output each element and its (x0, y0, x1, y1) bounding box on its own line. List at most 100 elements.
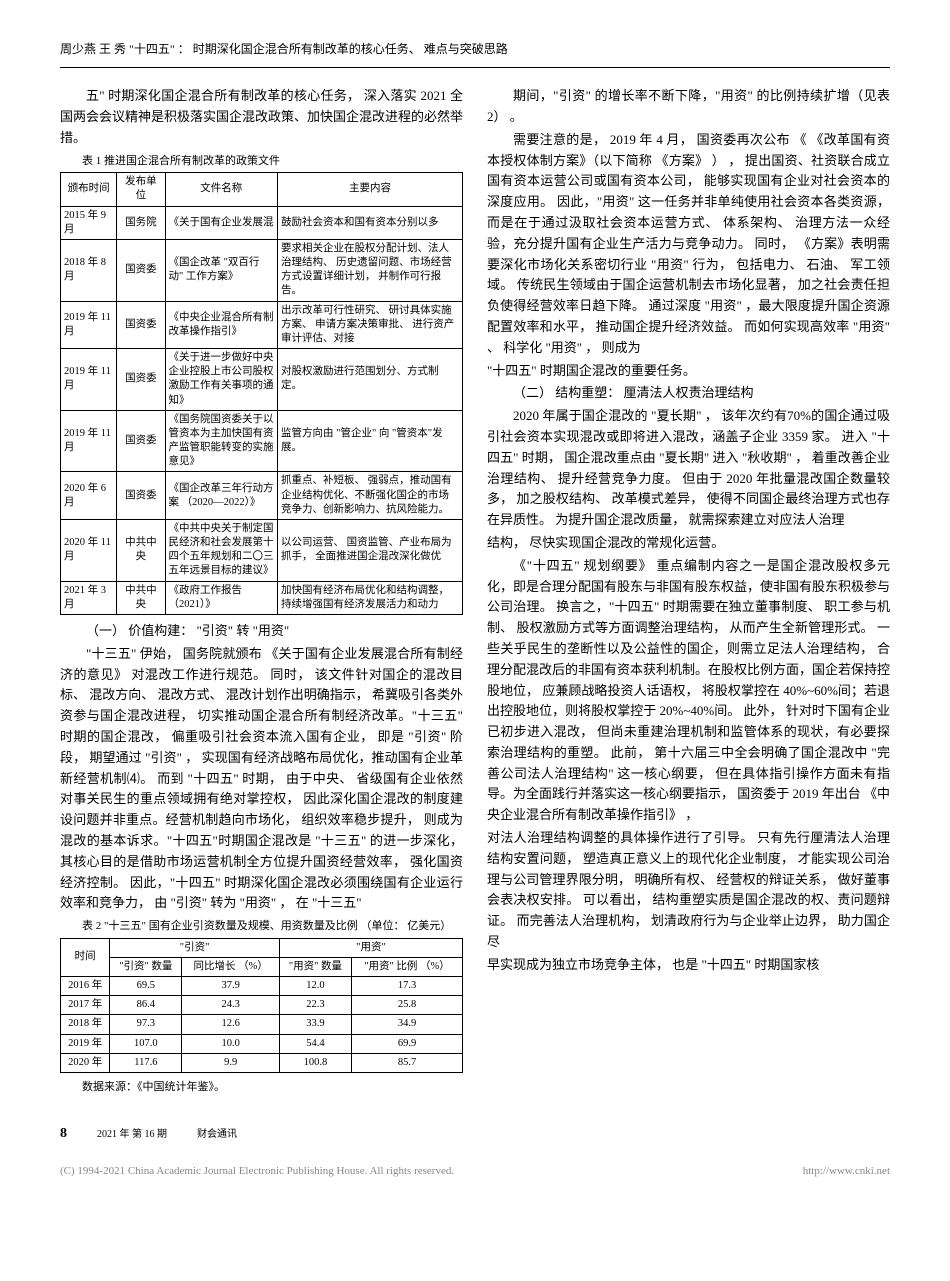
table-cell: 要求相关企业在股权分配计划、法人治理结构、 历史遗留问题、市场经营方式设置详细计… (278, 239, 463, 301)
table-row: 2019 年 11月国资委《国务院国资委关于以管资本为主加快国有资产监管职能转变… (61, 410, 463, 472)
table-cell: 2020 年 6 月 (61, 472, 117, 520)
table-cell: 12.0 (279, 977, 351, 996)
table-cell: 117.6 (110, 1053, 182, 1072)
table-row: 2021 年 3 月中共中央《政府工作报告 （2021）》加快国有经济布局优化和… (61, 581, 463, 614)
right-p3: 2020 年属于国企混改的 "夏长期" ， 该年次约有70%的国企通过吸引社会资… (487, 406, 890, 531)
table-cell: 25.8 (352, 996, 463, 1015)
table-row: 2020 年 6 月国资委《国企改革三年行动方案 （2020—2022）》抓重点… (61, 472, 463, 520)
table-cell: 2020 年 (61, 1053, 110, 1072)
t2-h2-4: "用资" 比例 （%） (352, 957, 463, 976)
table-cell: 《国务院国资委关于以管资本为主加快国有资产监管职能转变的实施意见》 (165, 410, 278, 472)
table-cell: 国资委 (117, 410, 165, 472)
table-row: 2016 年69.537.912.017.3 (61, 977, 463, 996)
table-cell: 出示改革可行性研究、 研讨具体实施方案、 申请方案决策审批、 进行资产审计评估、… (278, 301, 463, 349)
table-cell: 24.3 (182, 996, 280, 1015)
t2-h-time: 时间 (61, 938, 110, 976)
t2-h-yongzi: "用资" (279, 938, 462, 957)
table-cell: 2019 年 11月 (61, 301, 117, 349)
table-cell: 22.3 (279, 996, 351, 1015)
table-cell: 《国企改革三年行动方案 （2020—2022）》 (165, 472, 278, 520)
right-p4: 结构， 尽快实现国企混改的常规化运营。 (487, 533, 890, 554)
table-cell: 86.4 (110, 996, 182, 1015)
table-cell: 2021 年 3 月 (61, 581, 117, 614)
table-cell: 12.6 (182, 1015, 280, 1034)
t2-header-row2: "引资" 数量 同比增长 （%） "用资" 数量 "用资" 比例 （%） (61, 957, 463, 976)
table-cell: 69.9 (352, 1034, 463, 1053)
publication: 财会通讯 (197, 1127, 237, 1143)
table-cell: 9.9 (182, 1053, 280, 1072)
content-columns: 五" 时期深化国企混合所有制改革的核心任务， 深入落实 2021 全国两会会议精… (60, 86, 890, 1098)
table-cell: 107.0 (110, 1034, 182, 1053)
t2-h-yinzi: "引资" (110, 938, 280, 957)
table-cell: 国资委 (117, 472, 165, 520)
table-cell: 国务院 (117, 206, 165, 239)
table-cell: 85.7 (352, 1053, 463, 1072)
table2: 时间 "引资" "用资" "引资" 数量 同比增长 （%） "用资" 数量 "用… (60, 938, 463, 1073)
table-row: 2018 年97.312.633.934.9 (61, 1015, 463, 1034)
left-body-1: "十三五" 伊始， 国务院就颁布 《关于国有企业发展混合所有制经济的意见》 对混… (60, 644, 463, 914)
table-cell: 以公司运营、 国资监管、产业布局为抓手， 全面推进国企混改深化做优 (278, 519, 463, 581)
table2-source: 数据来源：《中国统计年鉴》。 (60, 1079, 463, 1097)
t2-h2-2: 同比增长 （%） (182, 957, 280, 976)
table-cell: 17.3 (352, 977, 463, 996)
table-cell: 国资委 (117, 349, 165, 411)
table-cell: 鼓励社会资本和国有资本分别以多 (278, 206, 463, 239)
table-row: 2019 年 11月国资委《中央企业混合所有制改革操作指引》出示改革可行性研究、… (61, 301, 463, 349)
table-row: 2018 年 8月国资委《国企改革 "双百行动" 工作方案》要求相关企业在股权分… (61, 239, 463, 301)
table-cell: 10.0 (182, 1034, 280, 1053)
t1-h2: 发布单位 (117, 173, 165, 206)
table-cell: 2019 年 (61, 1034, 110, 1053)
table-cell: 国资委 (117, 239, 165, 301)
table-cell: 加快国有经济布局优化和结构调整，持续增强国有经济发展活力和动力 (278, 581, 463, 614)
table-cell: 《关于进一步做好中央企业控股上市公司股权激励工作有关事项的通知》 (165, 349, 278, 411)
table-row: 2020 年 11 月中共中央《中共中央关于制定国民经济和社会发展第十四个五年规… (61, 519, 463, 581)
t2-header-row1: 时间 "引资" "用资" (61, 938, 463, 957)
table-row: 2017 年86.424.322.325.8 (61, 996, 463, 1015)
table-cell: 中共中央 (117, 519, 165, 581)
table-row: 2020 年117.69.9100.885.7 (61, 1053, 463, 1072)
table-cell: 100.8 (279, 1053, 351, 1072)
t1-h4: 主要内容 (278, 173, 463, 206)
t2-h2-3: "用资" 数量 (279, 957, 351, 976)
section-1-title: （一） 价值构建： "引资" 转 "用资" (60, 621, 463, 642)
right-p7: 早实现成为独立市场竞争主体， 也是 "十四五" 时期国家核 (487, 955, 890, 976)
right-p1: 期间，"引资" 的增长率不断下降，"用资" 的比例持续扩增（见表 2） 。 (487, 86, 890, 128)
table-cell: 2019 年 11月 (61, 410, 117, 472)
intro-paragraph: 五" 时期深化国企混合所有制改革的核心任务， 深入落实 2021 全国两会会议精… (60, 86, 463, 148)
t2-h2-1: "引资" 数量 (110, 957, 182, 976)
cnki-url: http://www.cnki.net (803, 1163, 890, 1181)
right-p6: 对法人治理结构调整的具体操作进行了引导。 只有先行厘清法人治理结构安置问题， 塑… (487, 828, 890, 953)
table-cell: 54.4 (279, 1034, 351, 1053)
right-p2b: "十四五" 时期国企混改的重要任务。 (487, 361, 890, 382)
table-cell: 2019 年 11月 (61, 349, 117, 411)
right-p5: 《"十四五" 规划纲要》 重点编制内容之一是国企混改股权多元化，即是合理分配国有… (487, 556, 890, 826)
copyright-footer: (C) 1994-2021 China Academic Journal Ele… (60, 1163, 890, 1181)
table-cell: 《中央企业混合所有制改革操作指引》 (165, 301, 278, 349)
table-cell: 中共中央 (117, 581, 165, 614)
table1-header-row: 颁布时间 发布单位 文件名称 主要内容 (61, 173, 463, 206)
issue-info: 2021 年 第 16 期 (97, 1127, 167, 1143)
table-cell: 《中共中央关于制定国民经济和社会发展第十四个五年规划和二〇三五年远景目标的建议》 (165, 519, 278, 581)
table-row: 2015 年 9月国务院《关于国有企业发展混鼓励社会资本和国有资本分别以多 (61, 206, 463, 239)
table-cell: 33.9 (279, 1015, 351, 1034)
table-cell: 69.5 (110, 977, 182, 996)
right-p2: 需要注意的是， 2019 年 4 月， 国资委再次公布 《 《改革国有资本授权体… (487, 130, 890, 359)
table-cell: 《国企改革 "双百行动" 工作方案》 (165, 239, 278, 301)
table-cell: 监管方向由 "管企业" 向 "管资本"发展。 (278, 410, 463, 472)
t1-h3: 文件名称 (165, 173, 278, 206)
table2-caption: 表 2 "十三五" 国有企业引资数量及规模、用资数量及比例 （单位： 亿美元） (60, 918, 463, 936)
copyright-text: (C) 1994-2021 China Academic Journal Ele… (60, 1163, 454, 1181)
right-column: 期间，"引资" 的增长率不断下降，"用资" 的比例持续扩增（见表 2） 。 需要… (487, 86, 890, 1098)
table-cell: 2020 年 11 月 (61, 519, 117, 581)
t1-h1: 颁布时间 (61, 173, 117, 206)
table1: 颁布时间 发布单位 文件名称 主要内容 2015 年 9月国务院《关于国有企业发… (60, 172, 463, 615)
table-cell: 34.9 (352, 1015, 463, 1034)
table-cell: 97.3 (110, 1015, 182, 1034)
table-cell: 2018 年 8月 (61, 239, 117, 301)
table-row: 2019 年 11月国资委《关于进一步做好中央企业控股上市公司股权激励工作有关事… (61, 349, 463, 411)
table-cell: 37.9 (182, 977, 280, 996)
table-cell: 2015 年 9月 (61, 206, 117, 239)
left-column: 五" 时期深化国企混合所有制改革的核心任务， 深入落实 2021 全国两会会议精… (60, 86, 463, 1098)
table-cell: 《关于国有企业发展混 (165, 206, 278, 239)
page-footer: 8 2021 年 第 16 期 财会通讯 (60, 1123, 890, 1145)
